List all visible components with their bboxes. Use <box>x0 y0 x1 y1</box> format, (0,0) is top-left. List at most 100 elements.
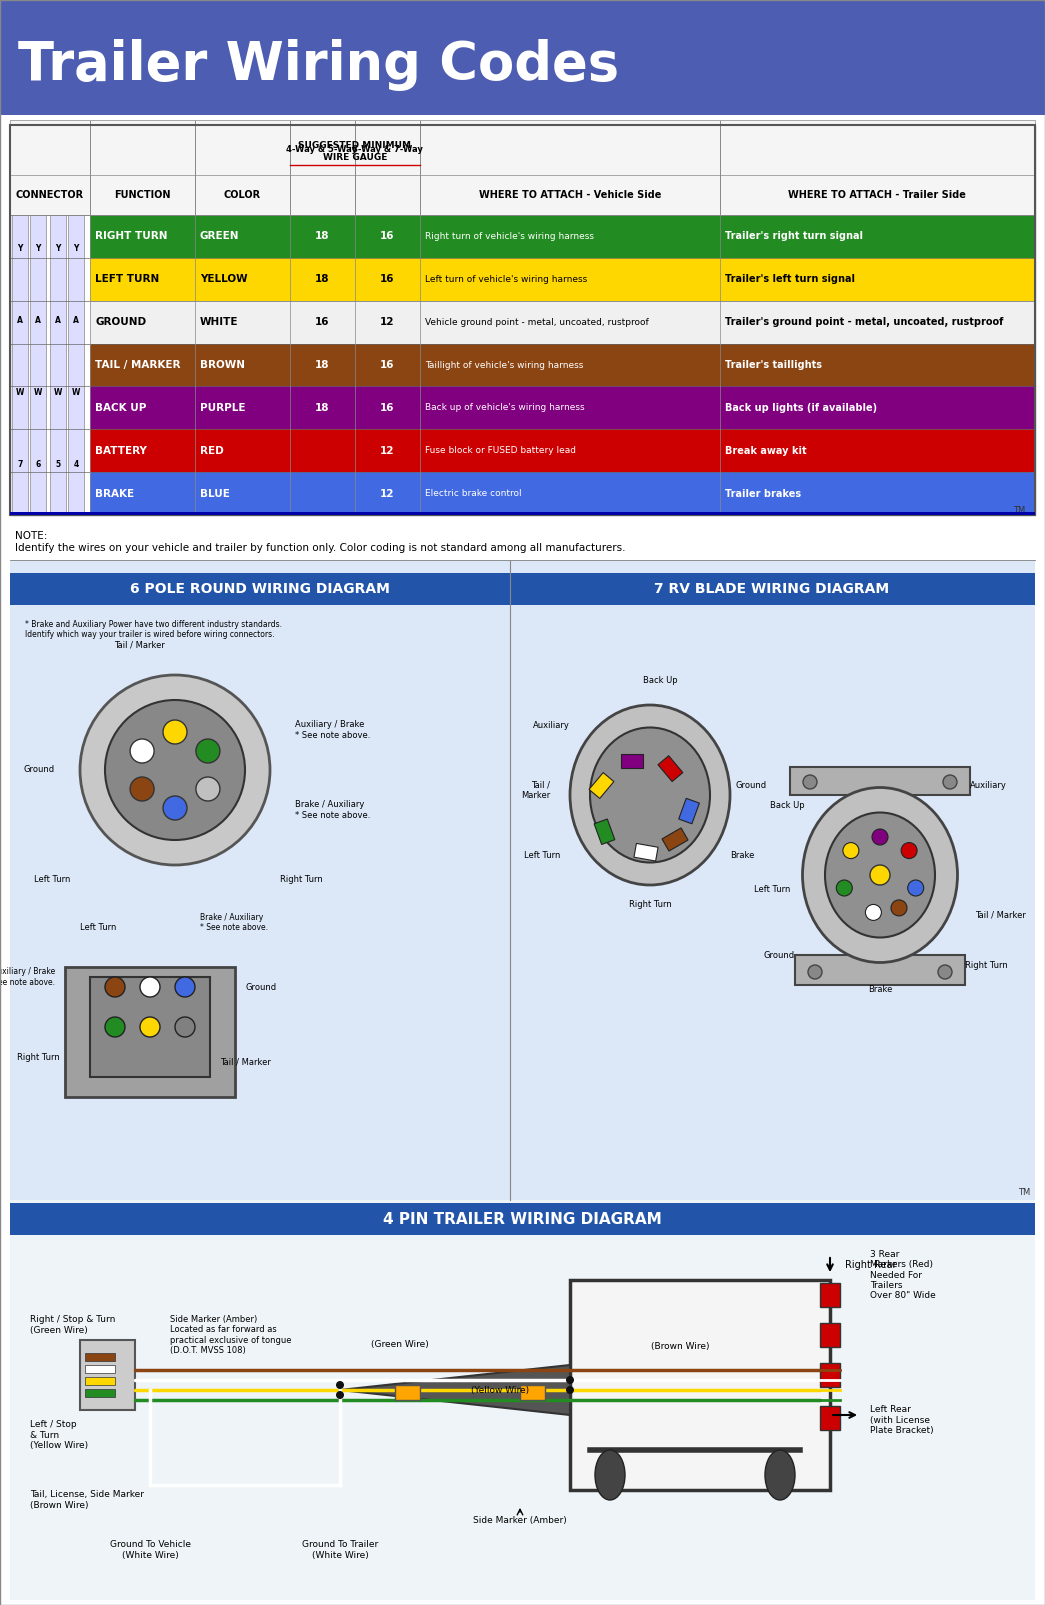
Text: * Brake and Auxiliary Power have two different industry standards.
Identify whic: * Brake and Auxiliary Power have two dif… <box>25 620 282 639</box>
Bar <box>520 1385 545 1400</box>
Bar <box>291 120 420 165</box>
Text: SUGGESTED MINIMUM: SUGGESTED MINIMUM <box>299 141 412 149</box>
Text: Tail / Marker: Tail / Marker <box>114 640 165 650</box>
Circle shape <box>104 700 245 839</box>
Bar <box>10 1201 1035 1600</box>
Text: Y: Y <box>55 244 61 254</box>
Text: Trailer's left turn signal: Trailer's left turn signal <box>725 274 855 284</box>
Text: Y: Y <box>18 244 23 254</box>
Text: 5: 5 <box>55 461 61 469</box>
Text: Ground To Trailer
(White Wire): Ground To Trailer (White Wire) <box>302 1541 378 1560</box>
Text: Right Turn: Right Turn <box>18 1053 60 1061</box>
Bar <box>589 772 613 798</box>
Text: BATTERY: BATTERY <box>95 446 147 456</box>
Text: Y: Y <box>36 244 41 254</box>
Text: GREEN: GREEN <box>200 231 239 241</box>
Text: Right / Stop & Turn
(Green Wire): Right / Stop & Turn (Green Wire) <box>30 1316 115 1335</box>
Text: 16: 16 <box>379 360 394 371</box>
Bar <box>795 955 965 985</box>
Text: Right Turn: Right Turn <box>280 875 323 884</box>
Text: Side Marker (Amber): Side Marker (Amber) <box>473 1515 566 1525</box>
Text: Tail /
Marker: Tail / Marker <box>520 780 550 799</box>
Circle shape <box>566 1375 574 1384</box>
Bar <box>10 120 1035 215</box>
Text: Right turn of vehicle's wiring harness: Right turn of vehicle's wiring harness <box>425 233 594 241</box>
Text: Left Turn: Left Turn <box>80 923 116 933</box>
Text: (Yellow Wire): (Yellow Wire) <box>471 1385 529 1395</box>
Text: 6 POLE ROUND WIRING DIAGRAM: 6 POLE ROUND WIRING DIAGRAM <box>130 583 390 595</box>
Text: W: W <box>16 388 24 396</box>
Text: Back up of vehicle's wiring harness: Back up of vehicle's wiring harness <box>425 403 584 412</box>
Text: A: A <box>17 316 23 326</box>
Text: YELLOW: YELLOW <box>200 274 248 284</box>
Text: Left Turn: Left Turn <box>33 875 70 884</box>
Text: Right Turn: Right Turn <box>629 900 671 908</box>
Text: Left turn of vehicle's wiring harness: Left turn of vehicle's wiring harness <box>425 274 587 284</box>
Text: Brake / Auxiliary
* See note above.: Brake / Auxiliary * See note above. <box>295 801 370 820</box>
Text: W: W <box>53 388 63 396</box>
Text: 7 RV BLADE WIRING DIAGRAM: 7 RV BLADE WIRING DIAGRAM <box>654 583 889 595</box>
Text: 16: 16 <box>379 403 394 412</box>
Text: COLOR: COLOR <box>224 189 260 201</box>
Bar <box>68 215 84 515</box>
Circle shape <box>163 721 187 745</box>
Ellipse shape <box>803 788 957 963</box>
Circle shape <box>175 977 195 997</box>
Ellipse shape <box>825 812 935 937</box>
Bar <box>621 754 643 769</box>
Text: 16: 16 <box>379 231 394 241</box>
Text: 4-Way & 5-Way: 4-Way & 5-Way <box>286 146 357 154</box>
Text: 16: 16 <box>379 274 394 284</box>
Text: 18: 18 <box>315 231 329 241</box>
Text: Ground: Ground <box>24 766 55 775</box>
Bar <box>820 1282 840 1306</box>
Bar <box>50 215 66 515</box>
Text: Tail / Marker: Tail / Marker <box>220 1058 271 1066</box>
Circle shape <box>163 796 187 820</box>
Ellipse shape <box>590 727 710 862</box>
Bar <box>510 573 1035 605</box>
Circle shape <box>870 865 890 884</box>
Circle shape <box>175 1018 195 1037</box>
Bar <box>0 0 1045 116</box>
Text: (Green Wire): (Green Wire) <box>371 1340 428 1350</box>
Bar <box>10 1204 1035 1234</box>
Text: Auxiliary: Auxiliary <box>970 780 1007 790</box>
Text: Trailer brakes: Trailer brakes <box>725 488 802 499</box>
Circle shape <box>566 1387 574 1395</box>
Circle shape <box>843 843 859 859</box>
Bar <box>85 1388 115 1396</box>
Text: A: A <box>73 316 79 326</box>
Bar <box>90 258 1035 300</box>
Text: Y: Y <box>73 244 78 254</box>
Text: PURPLE: PURPLE <box>200 403 246 412</box>
Text: GROUND: GROUND <box>95 318 146 327</box>
Circle shape <box>195 738 219 762</box>
Bar <box>85 1364 115 1372</box>
Bar <box>65 966 235 1096</box>
Text: Ground: Ground <box>245 982 276 992</box>
Polygon shape <box>340 1364 570 1416</box>
Circle shape <box>908 880 924 896</box>
Bar <box>570 1281 830 1489</box>
Text: Tail / Marker: Tail / Marker <box>975 910 1026 920</box>
Bar <box>570 1281 830 1489</box>
Bar <box>30 215 46 515</box>
Circle shape <box>336 1380 344 1388</box>
Bar <box>820 1323 840 1347</box>
Text: LEFT TURN: LEFT TURN <box>95 274 159 284</box>
Ellipse shape <box>765 1449 795 1501</box>
Text: 12: 12 <box>379 318 394 327</box>
Circle shape <box>891 900 907 916</box>
Bar <box>11 215 28 515</box>
Text: BRAKE: BRAKE <box>95 488 134 499</box>
Text: Electric brake control: Electric brake control <box>425 490 521 498</box>
Text: BROWN: BROWN <box>200 360 245 371</box>
Bar <box>10 125 1035 515</box>
Text: TM: TM <box>1018 1188 1030 1197</box>
Text: CONNECTOR: CONNECTOR <box>16 189 84 201</box>
Text: 12: 12 <box>379 488 394 499</box>
Text: 6-Way & 7-Way: 6-Way & 7-Way <box>351 146 422 154</box>
Circle shape <box>901 843 918 859</box>
Text: 4 PIN TRAILER WIRING DIAGRAM: 4 PIN TRAILER WIRING DIAGRAM <box>382 1212 661 1226</box>
